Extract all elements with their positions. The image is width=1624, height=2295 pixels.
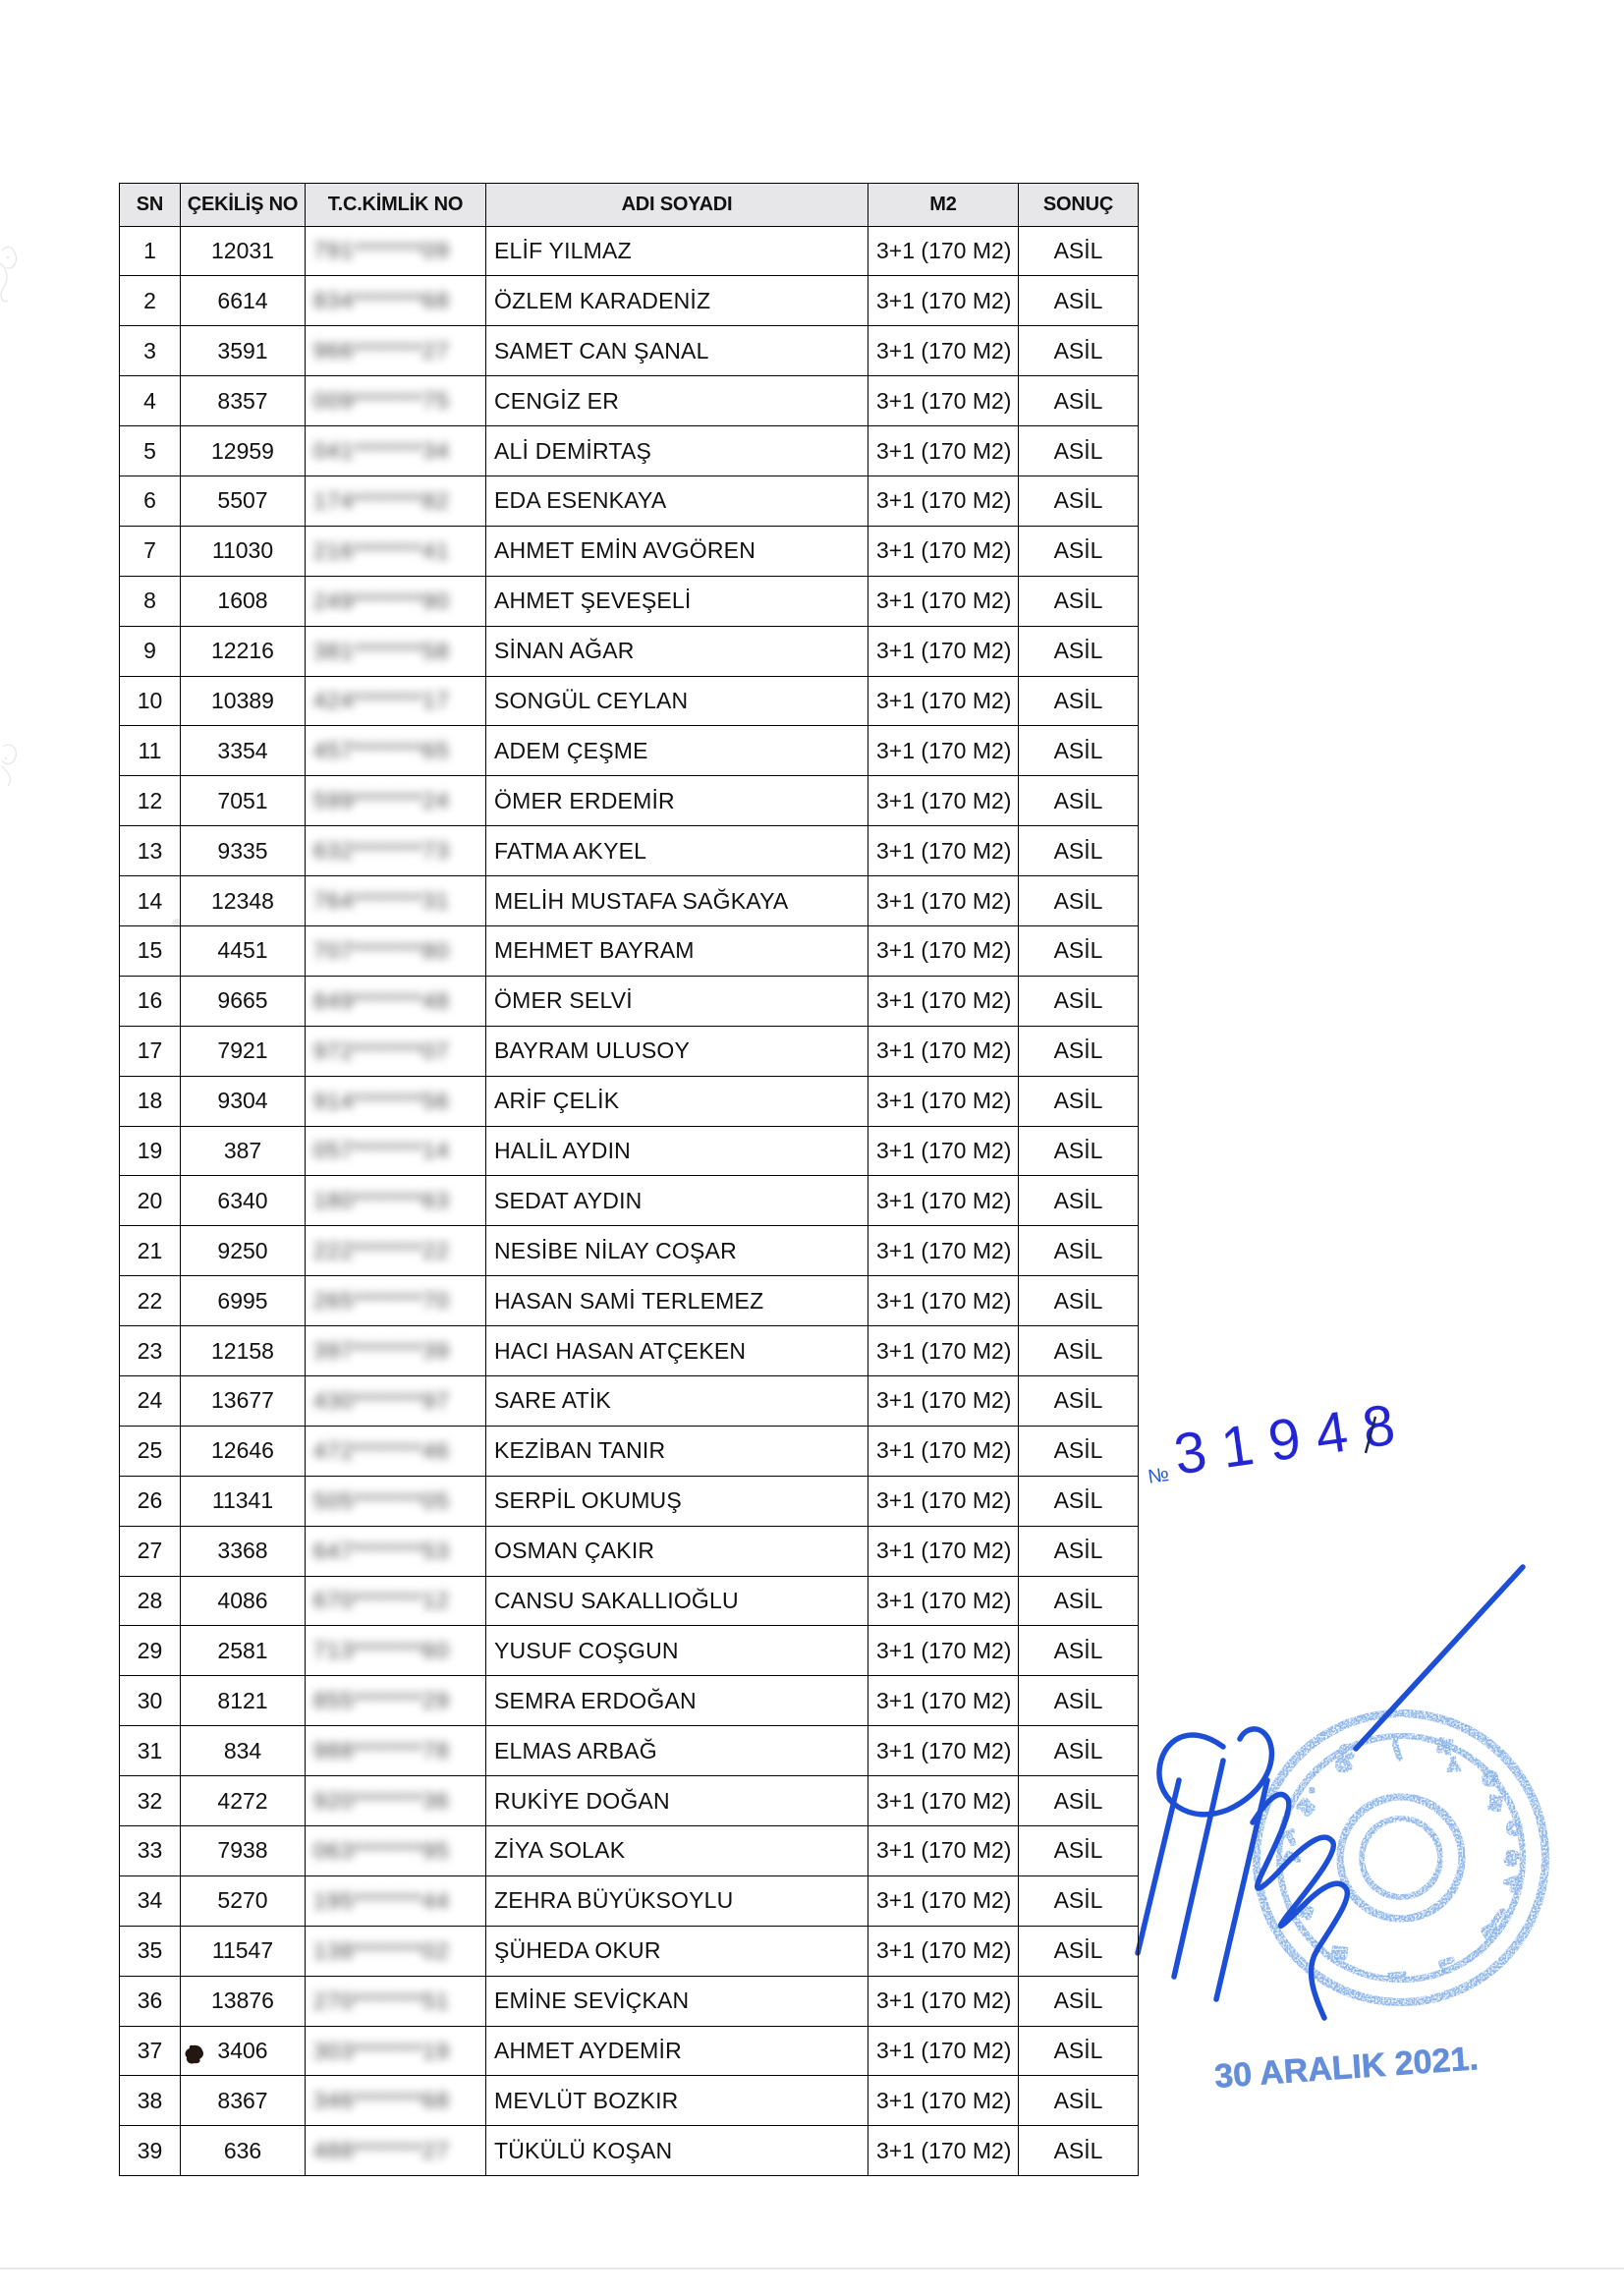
svg-text:E: E bbox=[1487, 1791, 1503, 1814]
svg-text:İ: İ bbox=[1383, 1972, 1404, 1979]
svg-text:İ: İ bbox=[1391, 1739, 1403, 1761]
svg-text:E: E bbox=[1478, 1921, 1502, 1941]
svg-text:B: B bbox=[1327, 1945, 1350, 1962]
svg-text:3 1 9 4 8: 3 1 9 4 8 bbox=[1170, 1393, 1399, 1487]
svg-text:Y: Y bbox=[1446, 1753, 1460, 1774]
svg-text:№: № bbox=[1147, 1464, 1170, 1488]
svg-text:E: E bbox=[1294, 1795, 1317, 1819]
svg-text:S: S bbox=[1502, 1845, 1522, 1869]
svg-text:.: . bbox=[1305, 1776, 1316, 1798]
svg-text:O: O bbox=[1479, 1767, 1500, 1792]
